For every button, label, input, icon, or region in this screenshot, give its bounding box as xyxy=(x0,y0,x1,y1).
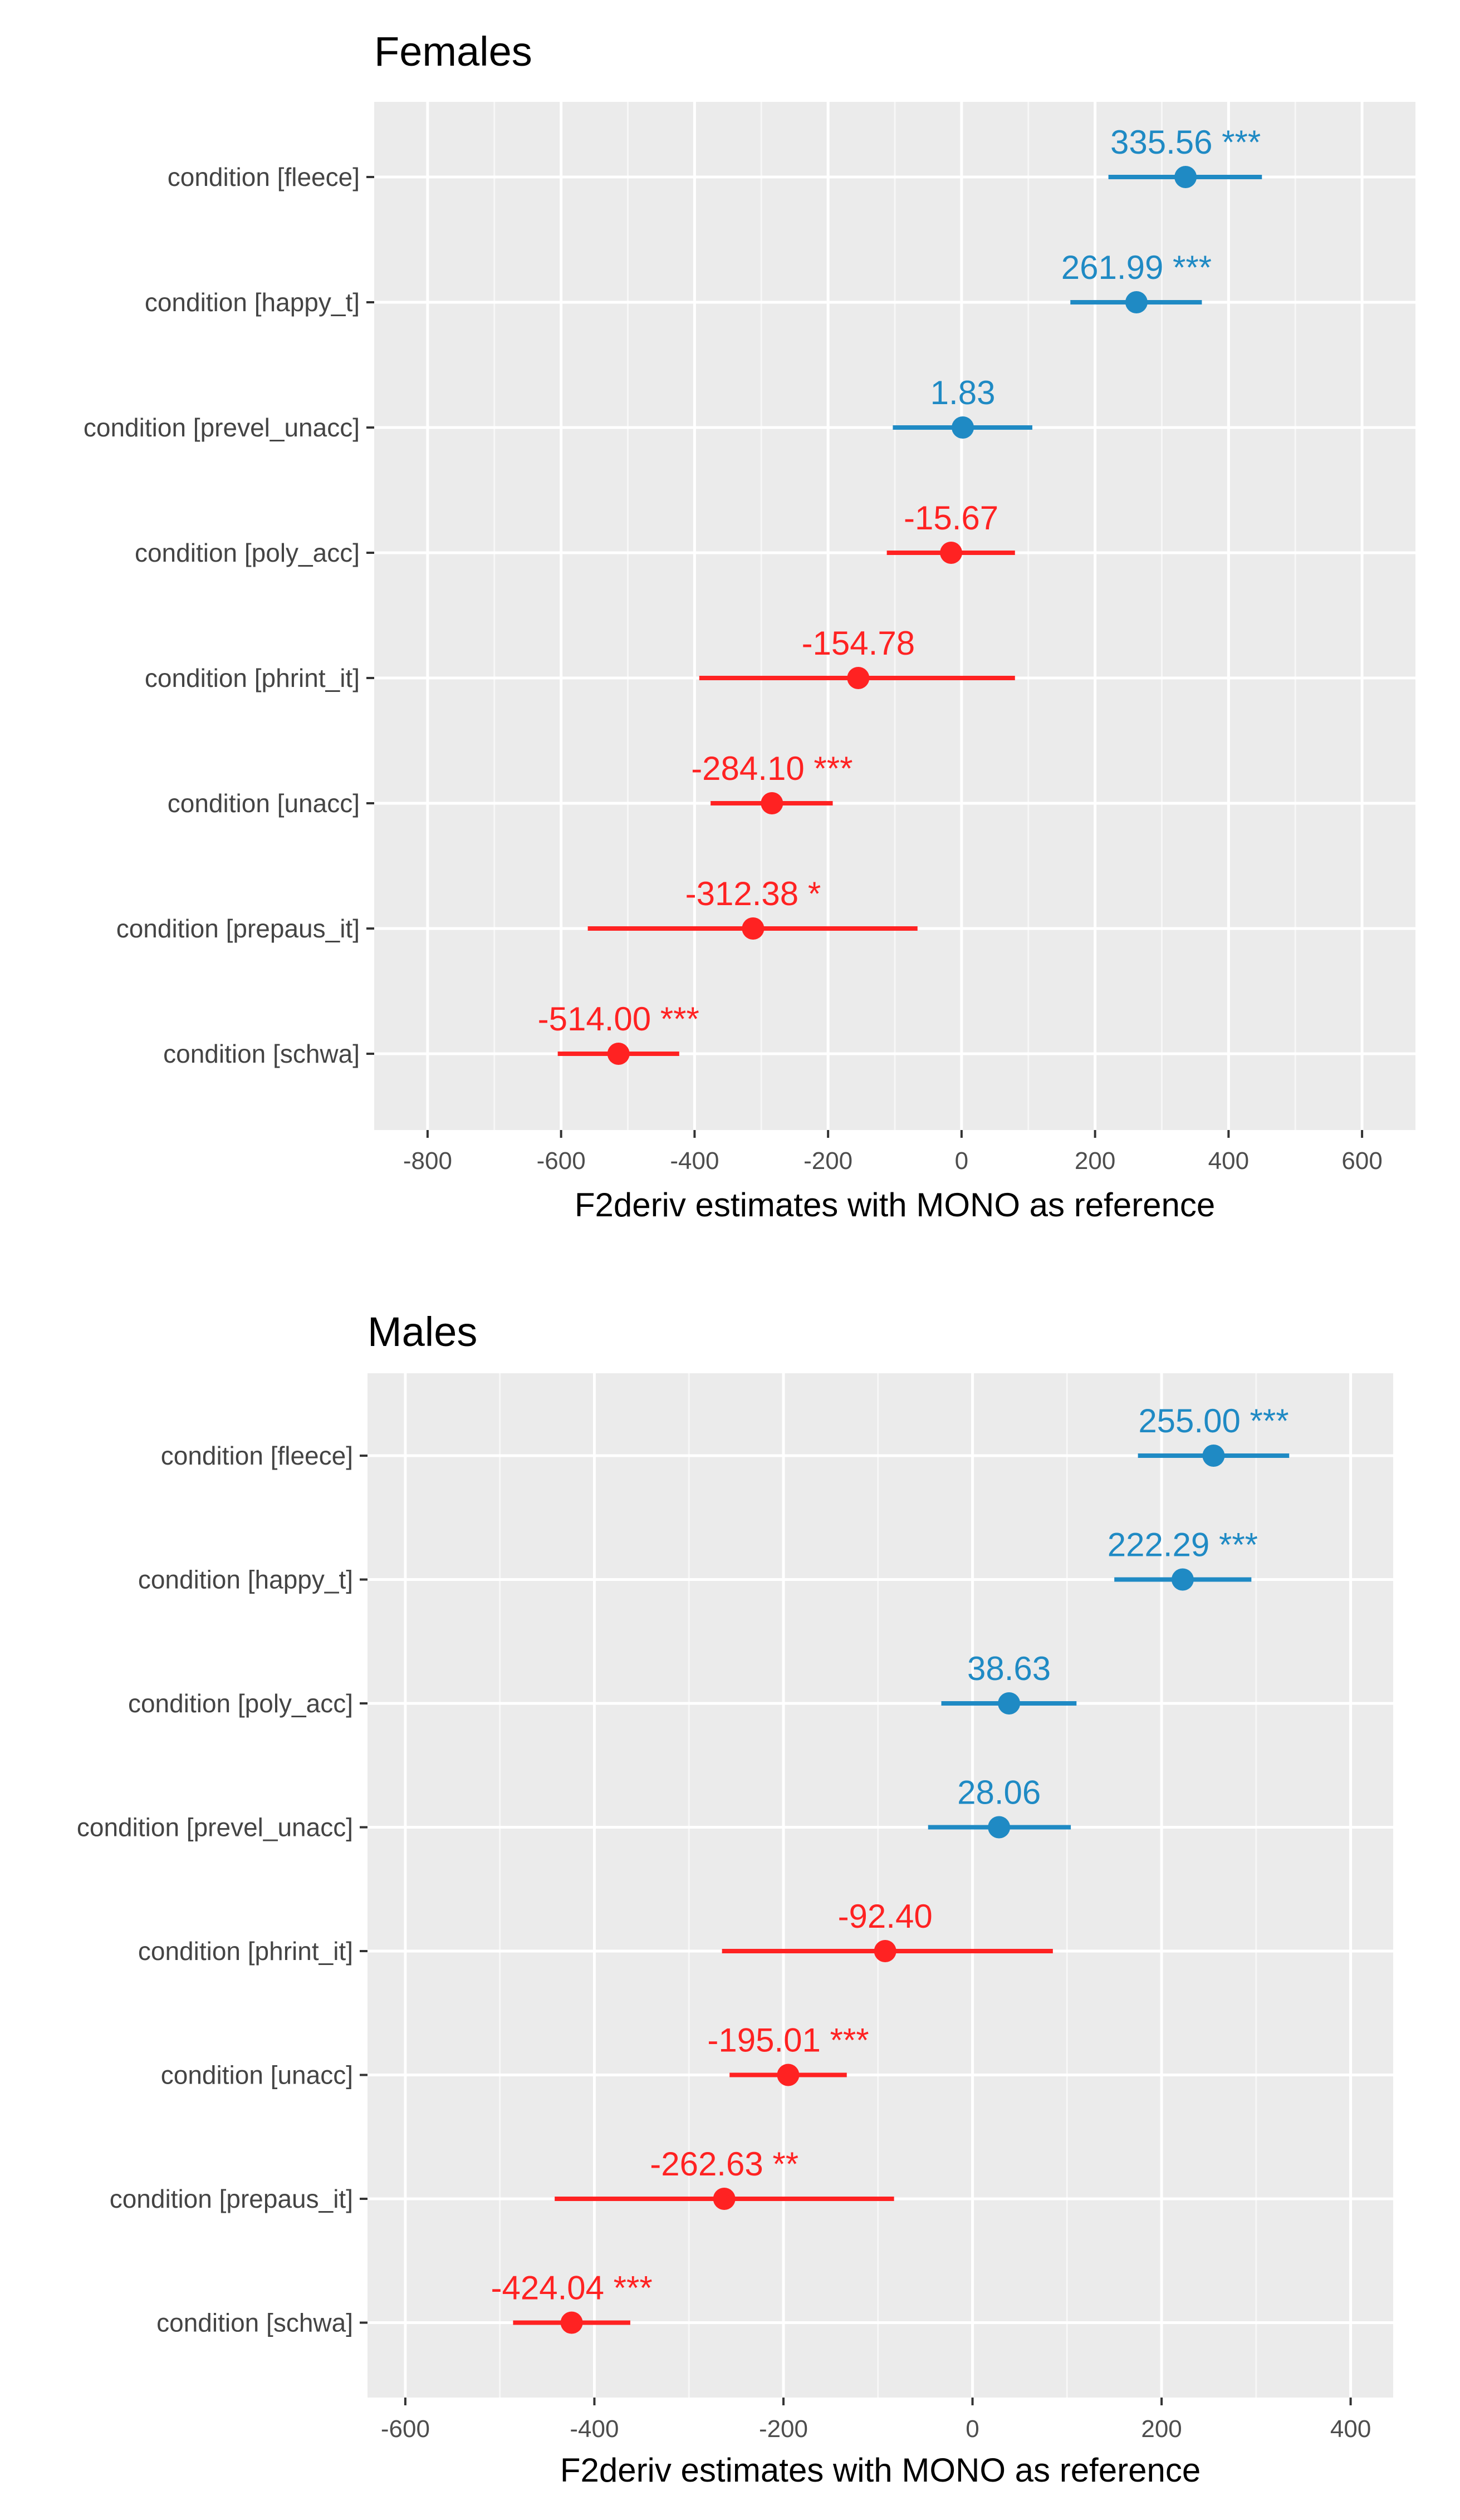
females-value-label: -312.38 * xyxy=(685,875,821,912)
females-x-tick-label: -600 xyxy=(537,1147,586,1175)
males-value-label: 255.00 *** xyxy=(1138,1402,1288,1440)
males-estimate-point xyxy=(1171,1568,1194,1591)
males-value-label: -92.40 xyxy=(838,1898,933,1935)
males-estimate-point xyxy=(777,2064,800,2086)
males-x-tick-label: 0 xyxy=(966,2415,979,2443)
males-category-label: condition [prevel_unacc] xyxy=(77,1813,353,1842)
females-estimate-point xyxy=(847,667,870,689)
females-category-label: condition [poly_acc] xyxy=(135,538,360,567)
females-estimate-point xyxy=(940,542,963,564)
males-x-tick-label: -600 xyxy=(381,2415,430,2443)
females-category-label: condition [fleece] xyxy=(168,163,360,191)
males-estimate-point xyxy=(560,2311,583,2334)
males-category-label: condition [fleece] xyxy=(161,1441,353,1470)
females-category-label: condition [prevel_unacc] xyxy=(84,413,360,442)
females-x-tick-label: 0 xyxy=(955,1147,968,1175)
females-value-label: -15.67 xyxy=(904,499,998,537)
females-category-label: condition [phrint_it] xyxy=(145,664,360,692)
males-value-label: 38.63 xyxy=(967,1650,1051,1687)
females-x-tick-label: -400 xyxy=(670,1147,719,1175)
males-value-label: 222.29 *** xyxy=(1108,1526,1258,1564)
females-x-axis-label: F2deriv estimates with MONO as reference xyxy=(575,1186,1215,1224)
males-plot-background xyxy=(368,1373,1393,2398)
males-category-label: condition [prepaus_it] xyxy=(110,2184,353,2213)
males-value-label: 28.06 xyxy=(957,1774,1041,1811)
males-category-label: condition [unacc] xyxy=(161,2061,353,2090)
females-x-tick-label: 400 xyxy=(1208,1147,1249,1175)
females-value-label: 1.83 xyxy=(930,374,996,411)
males-value-label: -195.01 *** xyxy=(707,2022,869,2059)
males-category-label: condition [schwa] xyxy=(156,2308,353,2337)
males-x-axis-label: F2deriv estimates with MONO as reference xyxy=(560,2452,1201,2489)
females-value-label: 261.99 *** xyxy=(1061,249,1212,286)
females-category-label: condition [happy_t] xyxy=(145,288,360,317)
males-category-label: condition [happy_t] xyxy=(138,1565,353,1594)
females-estimate-point xyxy=(607,1043,630,1065)
females-estimate-point xyxy=(761,792,783,814)
males-x-tick-label: 200 xyxy=(1141,2415,1182,2443)
males-value-label: -424.04 *** xyxy=(491,2270,653,2307)
females-category-label: condition [unacc] xyxy=(168,789,360,818)
males-value-label: -262.63 ** xyxy=(650,2145,798,2183)
males-panel: Males -600 -400 -200 0 200 400 F2deriv estimate… xyxy=(77,1309,1393,2489)
males-x-tick-label: -200 xyxy=(759,2415,808,2443)
males-estimate-point xyxy=(998,1692,1021,1715)
females-x-tick-label: -200 xyxy=(804,1147,853,1175)
males-category-label: condition [phrint_it] xyxy=(138,1937,353,1966)
males-estimate-point xyxy=(1202,1445,1225,1467)
females-x-tick-label: 600 xyxy=(1341,1147,1382,1175)
females-estimate-point xyxy=(1174,166,1197,188)
females-value-label: -284.10 *** xyxy=(691,750,853,787)
females-category-label: condition [prepaus_it] xyxy=(116,914,360,943)
females-category-label: condition [schwa] xyxy=(163,1039,360,1068)
males-x-tick-label: 400 xyxy=(1330,2415,1371,2443)
females-value-label: -154.78 xyxy=(802,625,915,662)
females-estimate-point xyxy=(742,917,765,940)
females-panel: Females -800 -600 -400 -200 0 200 400 600 F2deriv… xyxy=(84,28,1415,1224)
males-x-tick-label: -400 xyxy=(570,2415,619,2443)
females-estimate-point xyxy=(1125,291,1148,313)
females-chart-title: Females xyxy=(374,28,532,75)
males-category-label: condition [poly_acc] xyxy=(128,1689,353,1718)
females-x-tick-label: 200 xyxy=(1075,1147,1115,1175)
males-estimate-point xyxy=(874,1940,896,1962)
males-estimate-point xyxy=(988,1816,1011,1839)
males-chart-title: Males xyxy=(368,1309,477,1355)
females-estimate-point xyxy=(952,416,974,439)
females-value-label: 335.56 *** xyxy=(1110,124,1261,161)
females-value-label: -514.00 *** xyxy=(538,1000,699,1038)
males-estimate-point xyxy=(713,2188,736,2210)
females-x-tick-label: -800 xyxy=(403,1147,452,1175)
